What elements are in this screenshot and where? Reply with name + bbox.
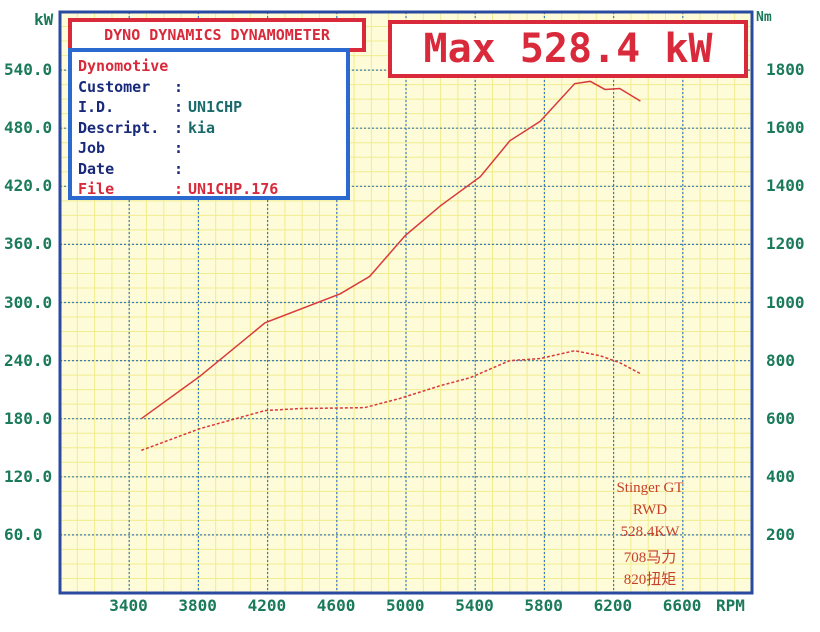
info-value: UN1CHP.176: [188, 180, 279, 198]
company-name: Dynomotive: [78, 57, 169, 75]
info-colon: :: [174, 77, 184, 96]
info-row: Date:: [78, 159, 340, 180]
y-left-label: kW: [34, 10, 54, 29]
y-right-tick-label: 400: [766, 466, 795, 486]
x-tick-label: 5400: [455, 596, 494, 615]
y-left-tick-label: 60.0: [4, 524, 43, 544]
info-colon: :: [174, 118, 184, 137]
info-row: I.D.: UN1CHP: [78, 97, 340, 118]
chart-title: DYNO DYNAMICS DYNAMOMETER: [68, 18, 366, 52]
x-tick-label: 4600: [316, 596, 356, 615]
y-left-tick-label: 120.0: [4, 466, 53, 486]
y-right-tick-label: 1000: [766, 292, 805, 312]
x-tick-label: 3400: [109, 596, 148, 615]
x-tick-label: 6200: [593, 596, 633, 615]
info-key: Customer: [78, 77, 151, 96]
y-left-tick-label: 300.0: [4, 292, 53, 312]
y-left-tick-label: 540.0: [4, 60, 53, 80]
power-curve: [140, 80, 641, 420]
info-row: Descript.: kia: [78, 118, 340, 139]
plot-frame: [58, 10, 754, 595]
x-tick-label: 3800: [178, 596, 217, 615]
x-axis-label: RPM: [716, 596, 745, 615]
info-colon: :: [174, 139, 184, 157]
y-left-tick-label: 240.0: [4, 350, 53, 370]
info-colon: :: [174, 98, 184, 116]
info-row: Job:: [78, 138, 340, 159]
annotation-line: Stinger GT: [616, 480, 684, 496]
info-colon: :: [174, 180, 184, 198]
y-right-tick-label: 1200: [766, 234, 805, 254]
info-key: File: [78, 180, 115, 198]
y-left-tick-label: 180.0: [4, 408, 53, 428]
y-left-tick-label: 420.0: [4, 176, 53, 196]
annotation-line: 708马力: [623, 550, 677, 566]
info-row-file: File : UN1CHP.176: [78, 179, 340, 200]
annotation-line: 820扭矩: [623, 572, 677, 588]
torque-curve: [141, 349, 641, 452]
y-right-tick-label: 800: [766, 350, 795, 370]
info-key: I.D.: [78, 98, 115, 116]
info-colon: :: [174, 159, 184, 178]
info-value: UN1CHP: [188, 98, 243, 116]
info-panel: Dynomotive Customer: I.D.: UN1CHP Descript.…: [68, 48, 350, 200]
annotation-line: RWD: [632, 502, 668, 518]
y-right-tick-label: 200: [766, 524, 795, 544]
info-value: kia: [188, 118, 216, 137]
info-row: Customer:: [78, 77, 340, 98]
y-right-tick-label: 1800: [766, 60, 805, 80]
x-tick-label: 5000: [386, 596, 425, 615]
y-right-label: Nm: [756, 10, 772, 25]
annotation-line: 528.4KW: [620, 524, 680, 540]
x-tick-label: 5800: [524, 596, 563, 615]
y-left-tick-label: 360.0: [4, 234, 53, 254]
x-tick-label: 6600: [662, 596, 702, 615]
x-tick-label: 4200: [247, 596, 287, 615]
y-right-tick-label: 1600: [766, 118, 805, 138]
info-key: Date: [78, 159, 115, 178]
y-right-tick-label: 1400: [766, 176, 805, 196]
y-left-tick-label: 480.0: [4, 118, 53, 138]
info-key: Descript.: [78, 118, 160, 137]
max-power-headline: Max 528.4 kW: [388, 20, 748, 78]
annotation-note: Stinger GT RWD 528.4KW 708马力 820扭矩: [612, 478, 688, 592]
y-right-tick-label: 600: [766, 408, 795, 428]
info-key: Job: [78, 139, 106, 157]
